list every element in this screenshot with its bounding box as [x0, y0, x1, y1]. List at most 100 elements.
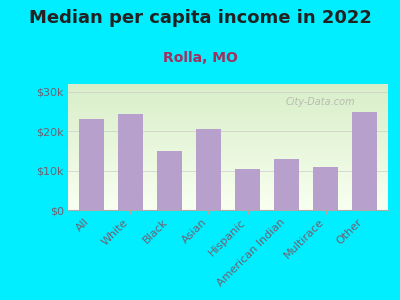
Bar [68, 153, 388, 154]
Bar [68, 84, 388, 85]
Bar [68, 205, 388, 206]
Bar [68, 136, 388, 137]
Bar [68, 124, 388, 126]
Bar [68, 92, 388, 93]
Bar [68, 140, 388, 141]
Bar [313, 167, 338, 210]
Bar [68, 123, 388, 124]
Bar [68, 108, 388, 109]
Bar [68, 175, 388, 176]
Bar [68, 171, 388, 172]
Bar [68, 102, 388, 103]
Bar [68, 209, 388, 210]
Bar [68, 197, 388, 199]
Bar [68, 168, 388, 170]
Bar [68, 121, 388, 122]
Bar [68, 107, 388, 108]
Bar [68, 116, 388, 117]
Bar [68, 145, 388, 146]
Bar [68, 172, 388, 173]
Bar [68, 133, 388, 134]
Bar [68, 195, 388, 196]
Bar [68, 161, 388, 162]
Bar [68, 114, 388, 116]
Bar [68, 201, 388, 202]
Bar [68, 86, 388, 88]
Bar [68, 181, 388, 182]
Bar [68, 208, 388, 209]
Bar [68, 156, 388, 157]
Bar [79, 119, 104, 210]
Bar [68, 113, 388, 114]
Bar [68, 206, 388, 208]
Bar [68, 149, 388, 151]
Bar [68, 89, 388, 90]
Bar [68, 191, 388, 192]
Bar [68, 154, 388, 156]
Bar [68, 178, 388, 180]
Bar [68, 166, 388, 167]
Bar [68, 137, 388, 138]
Bar [68, 132, 388, 133]
Bar [352, 112, 377, 210]
Bar [68, 173, 388, 175]
Bar [68, 105, 388, 107]
Bar [68, 187, 388, 189]
Bar [68, 103, 388, 104]
Bar [68, 98, 388, 99]
Bar [68, 164, 388, 165]
Bar [68, 138, 388, 140]
Bar [68, 117, 388, 118]
Bar [68, 180, 388, 181]
Bar [68, 141, 388, 142]
Bar [68, 192, 388, 194]
Bar [68, 110, 388, 112]
Bar [68, 148, 388, 149]
Bar [68, 95, 388, 97]
Bar [68, 126, 388, 127]
Bar [68, 176, 388, 177]
Bar [68, 128, 388, 129]
Bar [68, 170, 388, 171]
Bar [68, 177, 388, 178]
Bar [68, 146, 388, 147]
Text: City-Data.com: City-Data.com [286, 97, 355, 106]
Bar [68, 167, 388, 168]
Bar [68, 85, 388, 86]
Bar [68, 196, 388, 197]
Bar [68, 182, 388, 184]
Bar [68, 100, 388, 102]
Bar [68, 142, 388, 143]
Bar [68, 189, 388, 190]
Bar [68, 90, 388, 92]
Bar [68, 194, 388, 195]
Bar [68, 93, 388, 94]
Bar [68, 104, 388, 105]
Bar [68, 152, 388, 153]
Bar [235, 169, 260, 210]
Bar [68, 129, 388, 130]
Bar [68, 122, 388, 123]
Bar [68, 184, 388, 185]
Bar [68, 186, 388, 187]
Bar [68, 143, 388, 145]
Bar [68, 190, 388, 191]
Bar [68, 119, 388, 121]
Bar [68, 97, 388, 98]
Bar [68, 185, 388, 186]
Bar [68, 130, 388, 132]
Bar [196, 129, 221, 210]
Bar [68, 162, 388, 164]
Bar [68, 199, 388, 200]
Text: Rolla, MO: Rolla, MO [162, 51, 238, 65]
Bar [68, 165, 388, 166]
Bar [68, 127, 388, 128]
Bar [68, 147, 388, 148]
Text: Median per capita income in 2022: Median per capita income in 2022 [28, 9, 372, 27]
Bar [68, 88, 388, 89]
Bar [118, 113, 143, 210]
Bar [68, 200, 388, 201]
Bar [68, 158, 388, 160]
Bar [68, 109, 388, 110]
Bar [68, 202, 388, 204]
